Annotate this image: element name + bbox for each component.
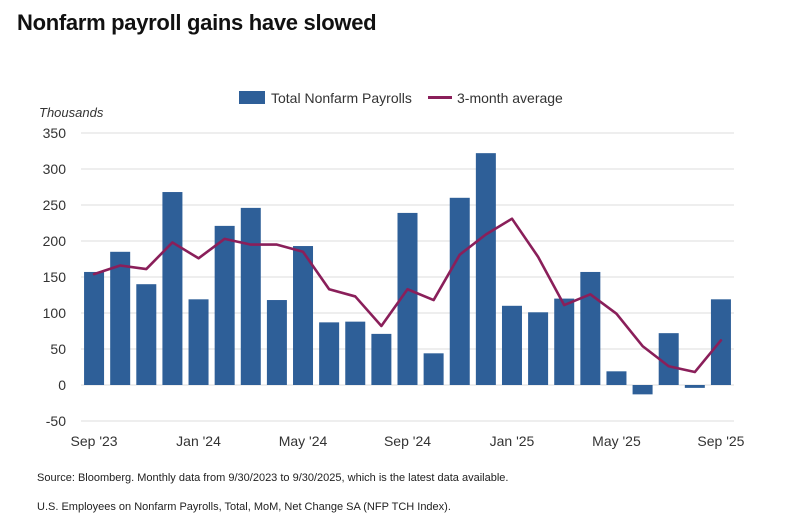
y-tick-label: 350: [43, 125, 67, 141]
bar-jun-24: [319, 322, 340, 385]
line-series-3-month-average: [92, 217, 723, 374]
x-tick-label: May '24: [279, 433, 328, 449]
bar-nov-23: [136, 284, 157, 385]
x-tick-label: Sep '24: [384, 433, 431, 449]
bar-nov-24: [449, 197, 470, 385]
bar-mar-24: [240, 207, 261, 385]
bar-sep-24: [397, 212, 418, 385]
y-tick-label: 300: [43, 161, 67, 177]
bar-feb-24: [214, 225, 235, 385]
y-axis-label: Thousands: [39, 105, 104, 120]
bar-aug-25: [684, 385, 705, 388]
y-axis-tick-labels: 350 300 250 200 150 100 50 0 -50: [43, 125, 67, 429]
bar-may-25: [606, 371, 627, 385]
y-tick-label: 50: [50, 341, 66, 357]
series-description-note: U.S. Employees on Nonfarm Payrolls, Tota…: [37, 501, 451, 513]
y-tick-label: 250: [43, 197, 67, 213]
bar-oct-23: [110, 251, 131, 385]
bar-mar-25: [554, 298, 575, 385]
bar-jul-24: [345, 321, 366, 385]
y-tick-label: -50: [46, 413, 66, 429]
source-note: Source: Bloomberg. Monthly data from 9/3…: [37, 472, 509, 484]
bar-series-total-nonfarm-payrolls: [84, 153, 731, 395]
chart-title: Nonfarm payroll gains have slowed: [17, 10, 377, 35]
bar-dec-24: [475, 153, 496, 385]
bar-dec-23: [162, 192, 183, 385]
bar-jul-25: [658, 333, 679, 385]
y-tick-label: 0: [58, 377, 66, 393]
payroll-chart: 350 300 250 200 150 100 50 0 -50 Thousands Total…: [39, 90, 745, 449]
x-tick-label: Jan '25: [490, 433, 535, 449]
y-tick-label: 200: [43, 233, 67, 249]
bar-may-24: [293, 246, 314, 385]
bar-apr-24: [266, 300, 287, 385]
x-tick-label: May '25: [592, 433, 641, 449]
y-tick-label: 150: [43, 269, 67, 285]
x-tick-label: Sep '25: [697, 433, 744, 449]
bar-feb-25: [528, 312, 549, 385]
x-axis-tick-labels: Sep '23 Jan '24 May '24 Sep '24 Jan '25 May '…: [71, 433, 745, 449]
legend: Total Nonfarm Payrolls 3-month average: [239, 90, 563, 106]
bar-jun-25: [632, 385, 653, 395]
legend-label-3-month-average: 3-month average: [457, 90, 563, 106]
bar-apr-25: [580, 271, 601, 385]
bar-sep-23: [84, 271, 105, 385]
y-tick-label: 100: [43, 305, 67, 321]
legend-swatch-total-nonfarm-payrolls: [239, 91, 265, 104]
bar-oct-24: [423, 353, 444, 385]
bar-jan-24: [188, 299, 209, 385]
bar-aug-24: [371, 333, 392, 385]
x-tick-label: Jan '24: [176, 433, 221, 449]
legend-label-total-nonfarm-payrolls: Total Nonfarm Payrolls: [271, 90, 412, 106]
bar-jan-25: [501, 305, 522, 385]
x-tick-label: Sep '23: [71, 433, 118, 449]
